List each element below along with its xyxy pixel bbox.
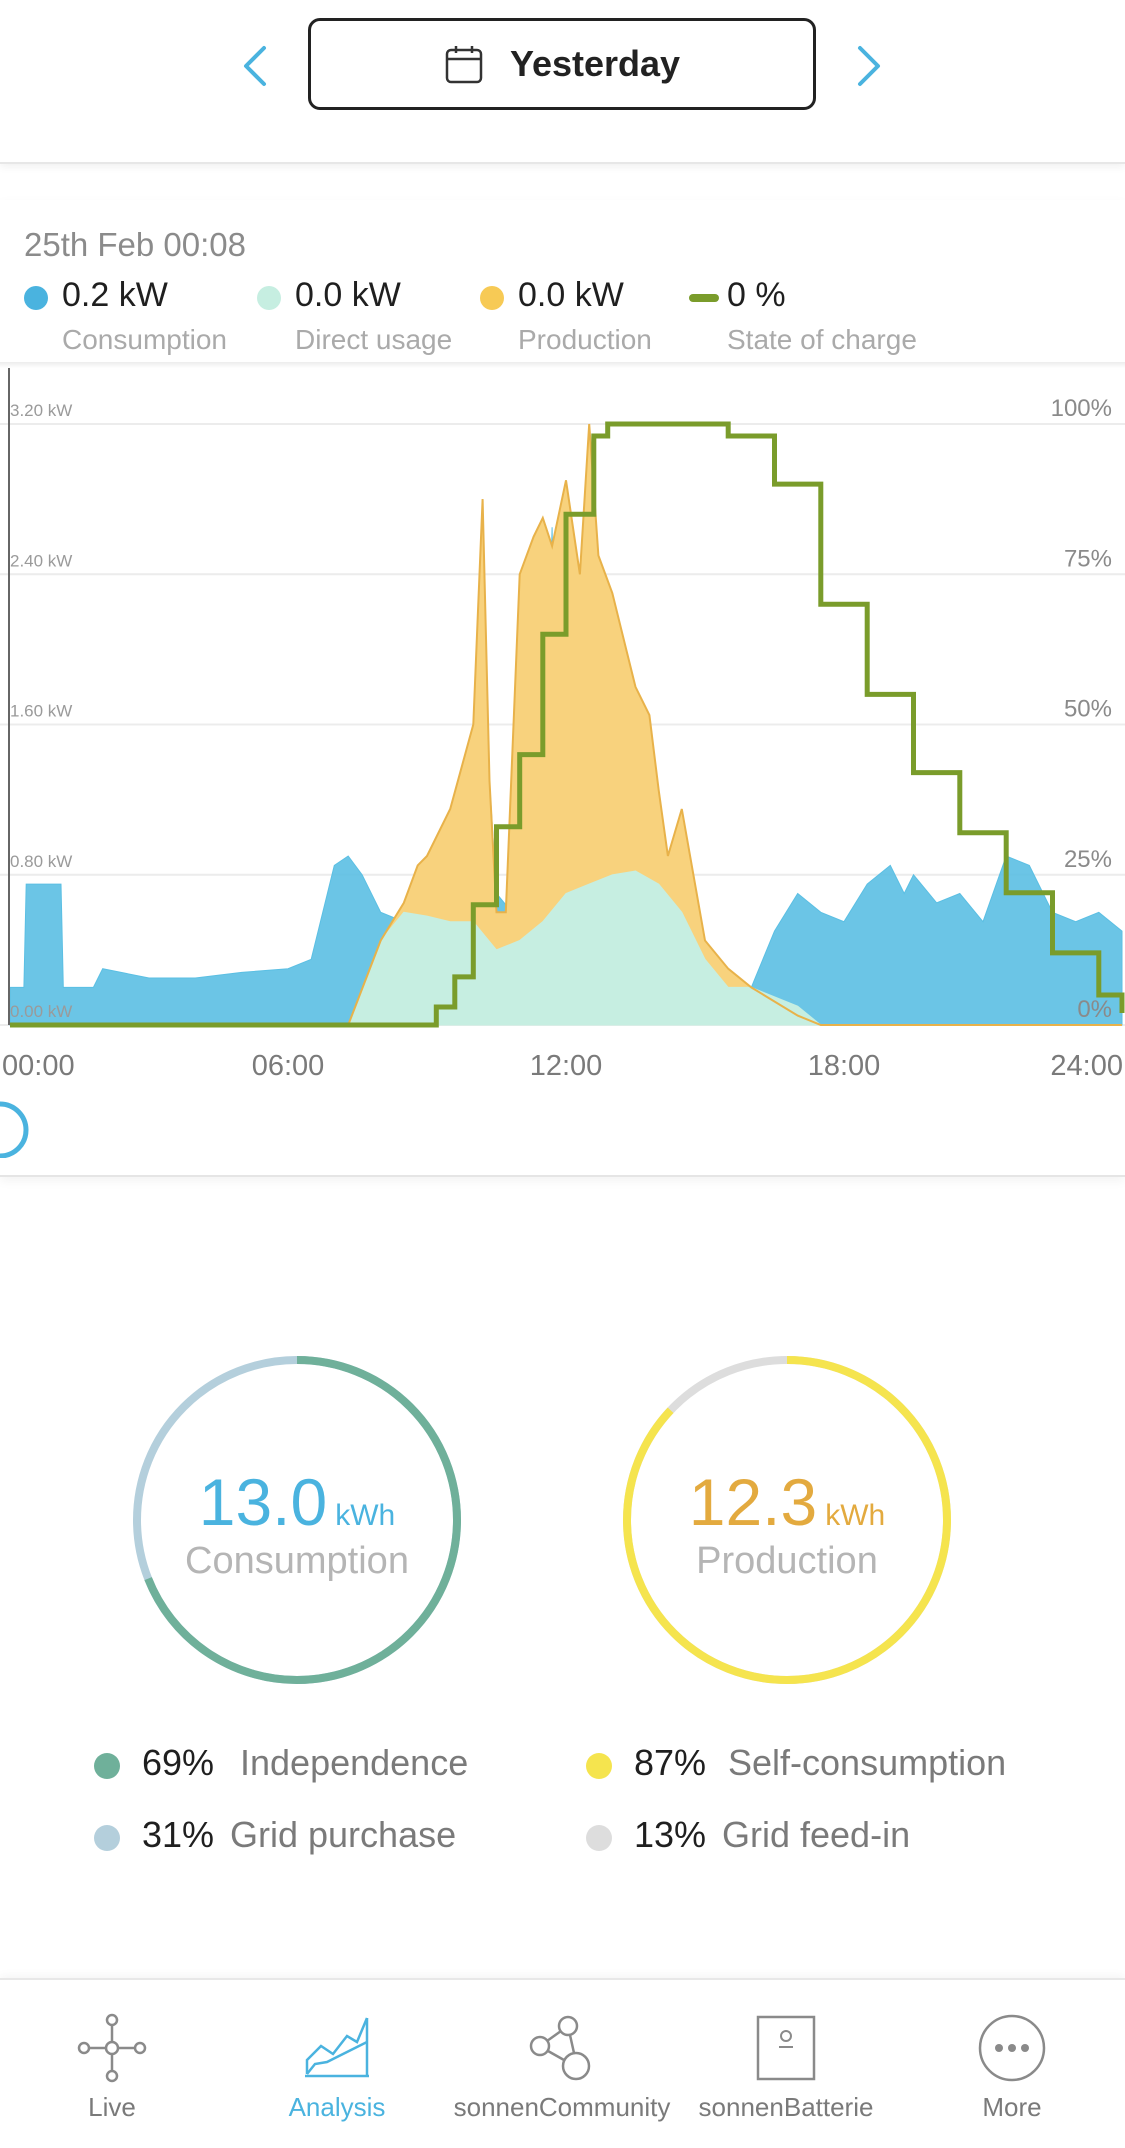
y-left-tick-label: 2.40 kW [10, 551, 72, 570]
tab-analysis-label: Analysis [288, 2092, 386, 2122]
direct-usage-legend-dot [257, 286, 281, 310]
consumption-total: 13.0 kWh [199, 1464, 395, 1540]
independence-percent: 69% [142, 1742, 215, 1783]
consumption-total-value: 13.0 [198, 1464, 328, 1539]
state-of-charge-label: State of charge [727, 324, 917, 355]
y-right-tick-label: 75% [1064, 545, 1112, 572]
tab-live[interactable]: Live [52, 1980, 172, 2148]
y-right-tick-label: 100% [1051, 395, 1112, 422]
chevron-right-icon [858, 46, 880, 86]
chart-icon [301, 2012, 373, 2084]
grid-feed-in-dot [586, 1825, 612, 1851]
tab-sonnencommunity[interactable]: sonnenCommunity [442, 1980, 682, 2148]
cursor-handle [0, 1101, 29, 1158]
consumption-label: Consumption [62, 324, 227, 355]
state-of-charge-line [10, 421, 1125, 1028]
chart-timestamp: 25th Feb 00:08 [24, 226, 247, 263]
x-tick-label: 18:00 [808, 1050, 881, 1082]
consumption-donut-label: Consumption [185, 1539, 409, 1582]
direct-usage-label: Direct usage [295, 324, 453, 355]
chart-cursor[interactable] [0, 368, 29, 1158]
consumption-donut: 13.0 kWh Consumption [127, 1350, 467, 1690]
chart-areas [9, 423, 1123, 1026]
independence-dot [94, 1753, 120, 1779]
production-line [10, 423, 1122, 1026]
bottom-tab-bar: Live Analysis sonnenCommunity [0, 1978, 1125, 2148]
grid-purchase-dot [94, 1825, 120, 1851]
date-label: Yesterday [509, 43, 681, 84]
stat-self-consumption: 87% Self-consumption [586, 1742, 1056, 1786]
power-chart[interactable]: 3.20 kW 100% 2.40 kW 75% 1.60 kW 50% 0.80 kW 25… [0, 368, 1125, 1158]
direct-usage-value: 0.0 kW [295, 276, 401, 314]
production-arc [623, 1356, 951, 1684]
tab-sonnenbatterie-label: sonnenBatterie [698, 2092, 874, 2122]
state-of-charge-legend-line [689, 294, 719, 302]
x-tick-label: 06:00 [252, 1050, 325, 1082]
stat-grid-purchase: 31% Grid purchase [94, 1814, 514, 1858]
grid-feed-in-label: Grid feed-in [722, 1814, 911, 1855]
y-left-tick-label: 0.00 kW [10, 1002, 72, 1021]
chart-y-labels: 3.20 kW 100% 2.40 kW 75% 1.60 kW 50% 0.80 kW 25… [10, 395, 1112, 1023]
grid-purchase-percent: 31% [142, 1814, 215, 1855]
production-total: 12.3 kWh [689, 1464, 885, 1540]
production-donut-label: Production [696, 1539, 878, 1582]
production-legend-dot [480, 286, 504, 310]
y-left-tick-label: 1.60 kW [10, 702, 72, 721]
legend-divider [0, 362, 1125, 368]
community-icon [526, 2012, 598, 2084]
y-left-tick-label: 3.20 kW [10, 401, 72, 420]
stat-independence: 69% Independence [94, 1742, 514, 1786]
consumption-donut-center: 13.0 kWh Consumption [127, 1350, 467, 1690]
independence-label: Independence [240, 1742, 469, 1783]
y-right-tick-label: 25% [1064, 846, 1112, 873]
y-right-tick-label: 50% [1064, 696, 1112, 723]
x-tick-label: 24:00 [1050, 1050, 1123, 1082]
network-icon [76, 2012, 148, 2084]
tab-analysis[interactable]: Analysis [277, 1980, 397, 2148]
self-consumption-label: Self-consumption [728, 1742, 1007, 1783]
stat-grid-feed-in: 13% Grid feed-in [586, 1814, 1056, 1858]
date-picker-button[interactable]: Yesterday [308, 18, 816, 110]
more-icon [976, 2012, 1048, 2084]
calendar-icon [445, 46, 483, 84]
tab-more-label: More [982, 2092, 1042, 2122]
x-tick-label: 00:00 [2, 1050, 75, 1082]
chart-soc-line [10, 421, 1125, 1028]
grid-feed-in-percent: 13% [634, 1814, 707, 1855]
consumption-legend-dot [24, 286, 48, 310]
consumption-arc [133, 1356, 461, 1684]
chevron-left-icon [244, 46, 266, 86]
tab-more[interactable]: More [952, 1980, 1072, 2148]
chart-x-labels: 00:00 06:00 12:00 18:00 24:00 [2, 1050, 1123, 1082]
production-donut: 12.3 kWh Production [617, 1350, 957, 1690]
battery-icon [754, 2012, 818, 2084]
tab-sonnenbatterie[interactable]: sonnenBatterie [686, 1980, 886, 2148]
production-value: 0.0 kW [518, 276, 624, 314]
state-of-charge-value: 0 % [727, 276, 786, 314]
consumption-donut-ring [133, 1356, 461, 1684]
grid-purchase-label: Grid purchase [230, 1814, 457, 1855]
previous-day-button[interactable] [226, 36, 286, 96]
direct-usage-area [10, 870, 1122, 1026]
production-label: Production [518, 324, 652, 355]
production-total-unit: kWh [825, 1498, 886, 1532]
self-consumption-dot [586, 1753, 612, 1779]
production-donut-ring [623, 1356, 951, 1684]
consumption-total-unit: kWh [335, 1498, 396, 1532]
next-day-button[interactable] [838, 36, 898, 96]
consumption-value: 0.2 kW [62, 276, 168, 314]
y-left-tick-label: 0.80 kW [10, 852, 72, 871]
date-navigation-header: Yesterday [0, 0, 1125, 164]
production-total-value: 12.3 [688, 1464, 818, 1539]
self-consumption-percent: 87% [634, 1742, 707, 1783]
tab-sonnencommunity-label: sonnenCommunity [453, 2092, 671, 2122]
y-right-tick-label: 0% [1077, 996, 1112, 1023]
production-donut-center: 12.3 kWh Production [617, 1350, 957, 1690]
x-tick-label: 12:00 [530, 1050, 603, 1082]
tab-live-label: Live [88, 2092, 136, 2122]
